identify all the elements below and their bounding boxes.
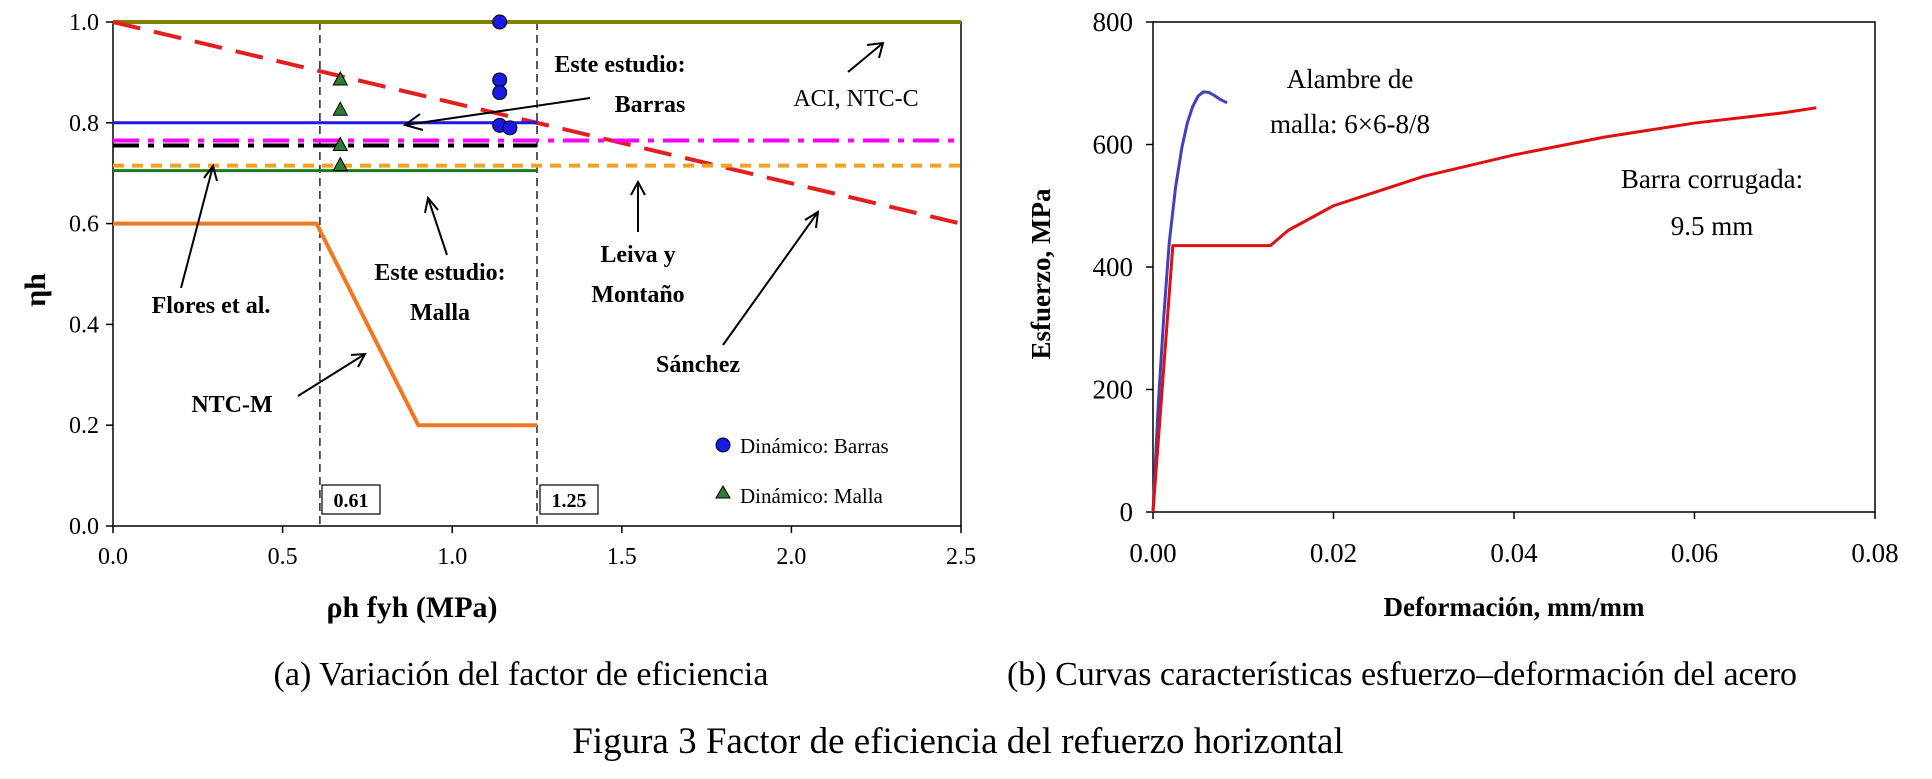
point-dinamico-malla (332, 156, 349, 172)
caption-b: (b) Curvas características esfuerzo–defo… (1007, 656, 1797, 693)
annot-alambre-1: Alambre de (1287, 64, 1414, 94)
arrowhead-ntcm (350, 352, 367, 368)
annot-barra-2: 9.5 mm (1671, 211, 1754, 241)
y-tick-label-b: 200 (1093, 375, 1134, 405)
marker-text-1.25: 1.25 (552, 490, 587, 512)
marker-text-0.61: 0.61 (334, 490, 369, 512)
x-tick-label-a: 1.0 (437, 544, 467, 570)
annot-alambre-2: malla: 6×6-8/8 (1270, 109, 1430, 139)
annot-sanchez: Sánchez (656, 352, 740, 378)
figure-title: Figura 3 Factor de eficiencia del refuer… (572, 721, 1344, 762)
annot-leiva-2: Montaño (591, 282, 684, 308)
annot-este-malla-1: Este estudio: (374, 260, 505, 286)
annot-leiva-1: Leiva y (600, 242, 675, 268)
series-barra-corrugada (1151, 106, 1817, 513)
y-axis-label-b: Esfuerzo, MPa (1026, 188, 1056, 359)
legend-label-malla: Dinámico: Malla (740, 484, 884, 508)
arrowhead-leiva (630, 179, 646, 196)
chart-stress-strain: 0.00 0.02 0.04 0.06 0.08 0 200 400 600 800 Alambr… (1026, 7, 1899, 622)
x-tick-label-b: 0.00 (1129, 538, 1176, 568)
annot-barra-1: Barra corrugada: (1621, 164, 1803, 194)
y-tick-label-a: 0.0 (69, 514, 99, 540)
point-dinamico-barras (492, 14, 508, 30)
point-dinamico-barras (492, 72, 508, 88)
arrow-este-malla (427, 197, 448, 256)
x-tick-label-b: 0.04 (1490, 538, 1538, 568)
point-dinamico-malla (332, 101, 349, 116)
legend-marker-malla (715, 485, 731, 499)
y-tick-label-b: 600 (1093, 130, 1134, 160)
point-dinamico-barras (492, 85, 508, 101)
legend-label-barras: Dinámico: Barras (740, 434, 889, 458)
x-axis-label-a: ρh fyh (MPa) (326, 591, 497, 624)
series-ntc-m (113, 221, 537, 428)
arrow-ntcm (297, 353, 366, 397)
plot-area-b (1152, 21, 1876, 513)
point-dinamico-barras (502, 120, 518, 136)
arrowhead-este-malla (424, 195, 439, 214)
x-tick-label-a: 0.0 (98, 544, 128, 570)
x-tick-label-b: 0.02 (1310, 538, 1357, 568)
y-tick-label-a: 0.4 (69, 312, 99, 338)
y-tick-label-a: 1.0 (69, 10, 99, 36)
x-tick-label-a: 2.5 (946, 544, 976, 570)
x-tick-label-b: 0.06 (1671, 538, 1718, 568)
arrowhead-sanchez (804, 210, 820, 229)
y-tick-label-b: 800 (1093, 7, 1134, 37)
x-tick-label-a: 2.0 (776, 544, 806, 570)
annot-flores: Flores et al. (152, 293, 271, 319)
series-alambre-de-malla (1151, 90, 1228, 513)
arrowhead-aci (866, 41, 885, 59)
arrow-flores (180, 165, 214, 289)
y-tick-label-a: 0.6 (69, 212, 99, 238)
x-tick-label-b: 0.08 (1851, 538, 1898, 568)
annot-este-malla-2: Malla (410, 300, 470, 326)
annot-aci: ACI, NTC-C (793, 86, 918, 112)
arrow-sanchez (722, 211, 819, 346)
y-tick-label-b: 400 (1093, 252, 1134, 282)
annot-este-barras-2: Barras (615, 92, 686, 118)
arrow-este-barras (404, 97, 591, 126)
y-tick-label-a: 0.2 (69, 413, 99, 439)
arrowhead-flores (203, 163, 218, 182)
x-tick-label-a: 1.5 (607, 544, 637, 570)
legend-a: Dinámico: Barras Dinámico: Malla (715, 434, 889, 508)
y-tick-label-b: 0 (1120, 497, 1134, 527)
point-dinamico-malla (332, 136, 349, 151)
point-dinamico-malla (332, 70, 349, 86)
y-tick-label-a: 0.8 (69, 111, 99, 137)
annot-este-barras-1: Este estudio: (554, 52, 685, 78)
x-axis-label-b: Deformación, mm/mm (1384, 592, 1645, 622)
marker-label-1.25: 1.25 (539, 484, 599, 515)
caption-a: (a) Variación del factor de eficiencia (274, 656, 769, 693)
annot-ntcm: NTC-M (191, 392, 272, 418)
marker-label-0.61: 0.61 (321, 484, 381, 515)
y-axis-label-a: ηh (19, 273, 52, 307)
arrow-aci (847, 42, 884, 73)
arrowhead-este-barras (402, 113, 424, 131)
legend-marker-barras (715, 437, 731, 453)
x-tick-label-a: 0.5 (268, 544, 298, 570)
chart-efficiency-factor: 0.0 0.5 1.0 1.5 2.0 2.5 0.0 0.2 0.4 0.6 0.8 1.0 0.6… (19, 10, 976, 624)
